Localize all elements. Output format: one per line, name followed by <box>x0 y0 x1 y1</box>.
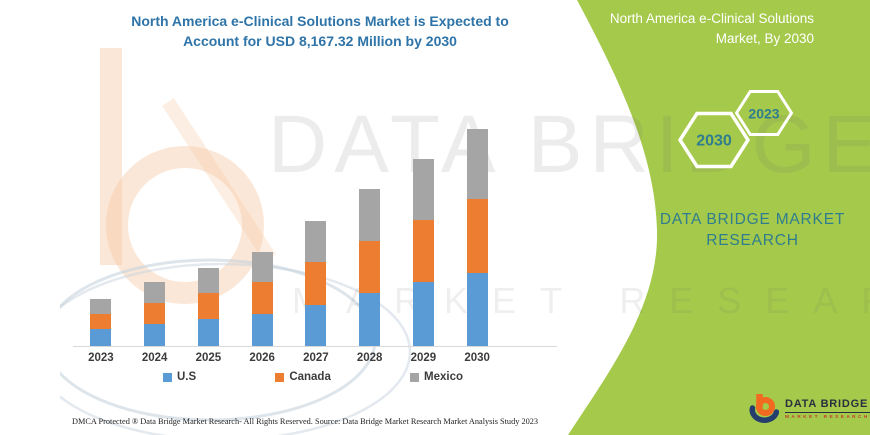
bar-segment-canada-2027 <box>305 262 327 305</box>
dbmr-logo-wordmark: DATA BRIDGE <box>785 398 870 413</box>
dbmr-logo-icon <box>749 394 779 423</box>
legend-swatch <box>410 372 419 382</box>
bar-segment-canada-2025 <box>197 293 219 320</box>
bar-segment-us-2027 <box>305 304 327 346</box>
bar-segment-mexico-2025 <box>197 267 219 294</box>
dbmr-logo: DATA BRIDGE MARKET RESEARCH <box>749 391 870 427</box>
legend-item-us: U.S <box>163 371 196 383</box>
bar-column-2027 <box>289 120 343 346</box>
bar-segment-canada-2026 <box>251 282 273 315</box>
bar-segment-us-2026 <box>251 314 273 346</box>
x-axis-label-2026: 2026 <box>249 352 275 364</box>
bar-segment-mexico-2027 <box>305 220 327 263</box>
bar-stack-2025 <box>197 120 219 346</box>
bar-column-2029 <box>397 120 451 346</box>
green-panel-curve <box>568 0 870 435</box>
bar-segment-canada-2029 <box>412 220 434 283</box>
bar-stack-2029 <box>412 120 434 346</box>
bar-stack-2023 <box>90 120 112 346</box>
bar-column-2025 <box>182 120 236 346</box>
x-axis-labels-row: 2023 2024 2025 2026 2027 2028 2029 2030 <box>74 352 504 364</box>
hexagon-2030 <box>677 111 751 169</box>
x-axis-label-2029: 2029 <box>410 352 437 364</box>
bar-stack-2028 <box>359 120 381 346</box>
bar-segment-us-2029 <box>412 282 434 346</box>
bar-segment-mexico-2029 <box>412 158 434 221</box>
bar-segment-mexico-2023 <box>90 299 112 314</box>
footer-source-text: Source: Data Bridge Market Research Mark… <box>315 417 539 426</box>
brand-text: DATA BRIDGE MARKET RESEARCH <box>645 210 860 252</box>
x-axis-label-2027: 2027 <box>303 352 329 364</box>
legend-label: Canada <box>289 371 331 383</box>
legend-item-mexico: Mexico <box>410 371 463 383</box>
legend-swatch <box>163 372 172 382</box>
hexagon-badges: 2030 2023 <box>677 90 794 169</box>
dbmr-logo-tagline: MARKET RESEARCH <box>785 415 870 420</box>
x-axis-label-2023: 2023 <box>88 352 114 364</box>
footer-dmca-text: DMCA Protected ® Data Bridge Market Rese… <box>72 417 313 426</box>
bar-segment-canada-2028 <box>359 241 381 294</box>
dbmr-logo-textblock: DATA BRIDGE MARKET RESEARCH <box>785 398 870 420</box>
bar-column-2024 <box>128 120 182 346</box>
hexagon-2030-label: 2030 <box>696 133 732 150</box>
bar-stack-2026 <box>251 120 273 346</box>
brand-text-line1: DATA BRIDGE MARKET <box>659 211 846 228</box>
hexagon-2023-label: 2023 <box>748 106 779 122</box>
bar-segment-canada-2024 <box>144 302 166 325</box>
bar-segment-mexico-2024 <box>144 282 166 303</box>
page-title: North America e-Clinical Solutions Marke… <box>75 12 565 52</box>
legend-label: Mexico <box>424 371 463 383</box>
bar-segment-mexico-2026 <box>251 252 273 283</box>
bar-column-2028 <box>343 120 397 346</box>
brand-text-line2: RESEARCH <box>706 231 799 249</box>
bar-segment-mexico-2028 <box>359 189 381 242</box>
x-axis-label-2025: 2025 <box>195 352 222 364</box>
bar-chart-plot-area <box>74 120 504 346</box>
legend-swatch <box>275 372 285 382</box>
bar-column-2023 <box>74 120 128 346</box>
bar-column-2026 <box>235 120 289 346</box>
page-title-line1: North America e-Clinical Solutions Marke… <box>131 13 509 29</box>
x-axis-label-2028: 2028 <box>356 352 383 364</box>
bar-stack-2027 <box>305 120 327 346</box>
legend-label: U.S <box>177 371 197 383</box>
bar-segment-us-2024 <box>144 324 166 346</box>
page-title-line2: Account for USD 8,167.32 Million by 2030 <box>183 32 457 49</box>
side-panel-heading-line2: Market, By 2030 <box>715 31 814 47</box>
x-axis-label-2030: 2030 <box>464 352 490 364</box>
hexagon-2023 <box>734 90 794 136</box>
bar-segment-us-2030 <box>466 273 488 346</box>
x-axis-label-2024: 2024 <box>141 352 168 364</box>
bar-segment-us-2025 <box>197 319 219 346</box>
bar-segment-canada-2023 <box>90 313 112 330</box>
bar-stack-2024 <box>144 120 166 346</box>
bar-segment-mexico-2030 <box>466 128 488 200</box>
side-panel-heading-line1: North America e-Clinical Solutions <box>609 11 814 26</box>
bar-segment-us-2028 <box>359 293 381 346</box>
bar-segment-canada-2030 <box>466 199 488 274</box>
x-axis-line <box>73 346 557 347</box>
bar-column-2030 <box>450 120 504 346</box>
side-panel-heading: North America e-Clinical Solutions Marke… <box>524 9 814 50</box>
bar-stack-2030 <box>466 120 488 346</box>
chart-legend: U.S Canada Mexico <box>163 371 463 383</box>
bar-segment-us-2023 <box>90 329 112 346</box>
legend-item-canada: Canada <box>275 371 331 383</box>
